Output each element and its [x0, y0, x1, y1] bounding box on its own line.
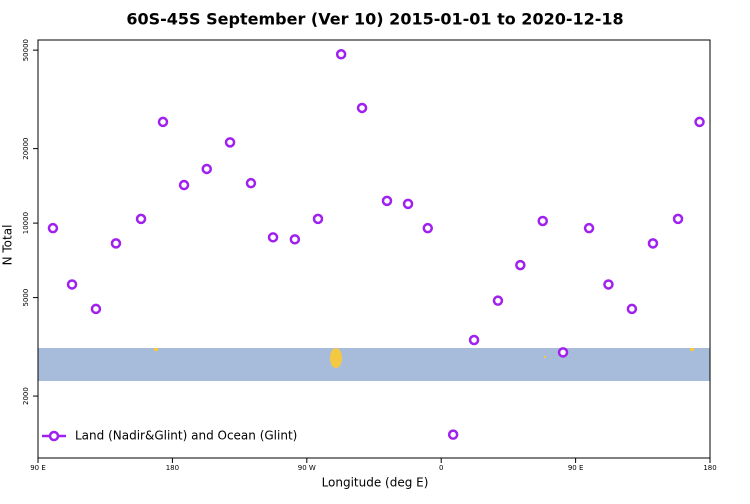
point	[694, 116, 705, 128]
x-axis-label: Longitude (deg E)	[322, 476, 429, 490]
chart-title: 60S-45S September (Ver 10) 2015-01-01 to…	[126, 10, 623, 29]
point	[583, 222, 595, 234]
x-tick-label: 180	[166, 464, 179, 472]
point	[201, 163, 212, 175]
point	[289, 234, 301, 245]
point	[224, 137, 236, 148]
legend-marker	[48, 430, 60, 442]
point	[515, 259, 526, 271]
point	[356, 102, 368, 114]
y-axis-label: N Total	[1, 225, 15, 266]
x-tick-label: 0	[439, 464, 443, 472]
land-shapes	[154, 348, 694, 368]
y-tick-label: 20000	[22, 137, 30, 159]
y-tick-label: 5000	[22, 289, 30, 307]
point	[312, 213, 324, 225]
x-tick-label: 180	[703, 464, 716, 472]
y-tick-label: 2000	[22, 387, 30, 405]
point	[245, 177, 257, 189]
point	[267, 232, 279, 243]
point	[157, 116, 169, 128]
point	[135, 213, 147, 225]
point	[447, 429, 459, 440]
y-tick-label: 50000	[22, 39, 30, 61]
point	[335, 49, 347, 60]
point	[492, 295, 504, 306]
point	[47, 222, 59, 234]
y-tick-label: 10000	[22, 212, 30, 234]
land-ocean-map	[38, 348, 710, 381]
point	[468, 334, 480, 346]
plot-frame	[37, 39, 711, 459]
point	[90, 303, 102, 315]
point	[110, 238, 122, 249]
x-tick-label: 90 E	[30, 464, 46, 472]
point	[626, 303, 638, 315]
x-tick-label: 90 E	[568, 464, 584, 472]
x-tick-label: 90 W	[298, 464, 316, 472]
point	[603, 279, 614, 290]
legend-label: Land (Nadir&Glint) and Ocean (Glint)	[75, 429, 297, 443]
point	[422, 222, 434, 234]
point	[537, 215, 548, 227]
point	[557, 347, 569, 358]
point	[381, 195, 393, 207]
point	[647, 238, 659, 249]
point	[402, 198, 414, 210]
point	[66, 279, 78, 290]
point	[178, 179, 190, 191]
point	[672, 213, 684, 225]
